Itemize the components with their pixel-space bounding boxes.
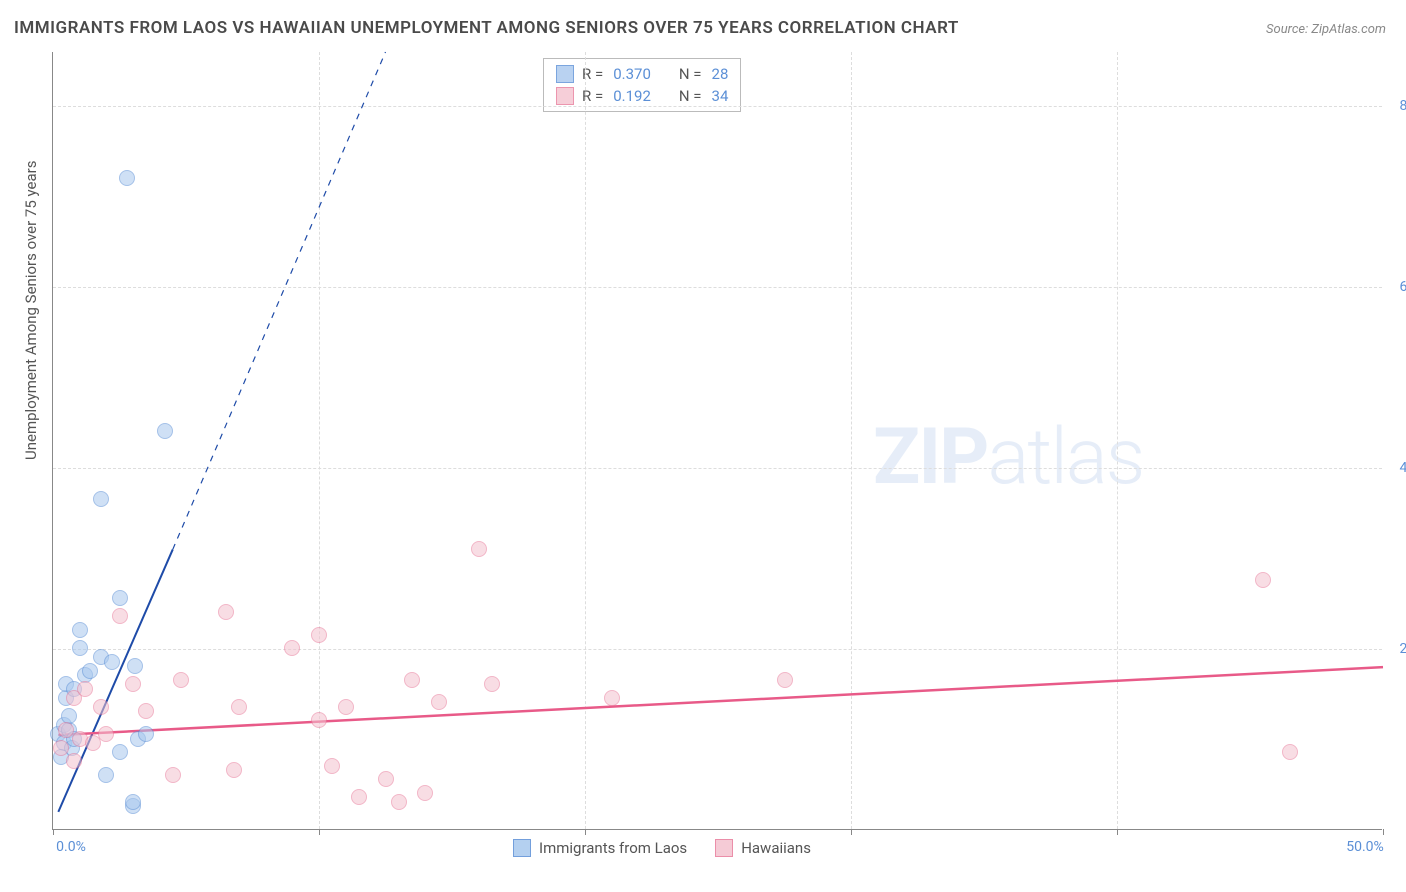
x-tick-mark [1383, 829, 1384, 835]
scatter-point [93, 699, 109, 715]
x-tick-label: 50.0% [1346, 839, 1384, 855]
watermark-logo: ZIPatlas [873, 412, 1143, 503]
scatter-point [72, 640, 88, 656]
gridline-vertical [851, 52, 852, 829]
scatter-point [112, 590, 128, 606]
scatter-point [104, 654, 120, 670]
scatter-point [138, 726, 154, 742]
legend-swatch [556, 87, 574, 105]
gridline-horizontal [53, 649, 1382, 650]
scatter-point [127, 658, 143, 674]
series-legend: Immigrants from Laos Hawaiians [513, 839, 811, 857]
scatter-point [66, 753, 82, 769]
scatter-point [378, 771, 394, 787]
legend-n-label: N = [679, 65, 702, 83]
gridline-vertical [1117, 52, 1118, 829]
x-tick-mark [319, 829, 320, 835]
scatter-point [98, 767, 114, 783]
source-attribution: Source: ZipAtlas.com [1266, 22, 1386, 37]
scatter-point [173, 672, 189, 688]
scatter-point [311, 712, 327, 728]
scatter-point [391, 794, 407, 810]
scatter-point [119, 170, 135, 186]
legend-correlation-row: R =0.192N =34 [556, 85, 728, 107]
trend-lines-svg [53, 52, 1383, 830]
scatter-point [125, 676, 141, 692]
gridline-horizontal [53, 106, 1382, 107]
legend-series-item: Hawaiians [715, 839, 811, 857]
scatter-point [218, 604, 234, 620]
y-tick-label: 80.0% [1399, 98, 1406, 114]
scatter-point [311, 627, 327, 643]
legend-r-value: 0.370 [613, 65, 651, 83]
scatter-point [231, 699, 247, 715]
y-tick-label: 40.0% [1399, 460, 1406, 476]
chart-title: IMMIGRANTS FROM LAOS VS HAWAIIAN UNEMPLO… [14, 18, 959, 38]
scatter-point [431, 694, 447, 710]
scatter-point [471, 541, 487, 557]
scatter-point [404, 672, 420, 688]
legend-correlation-row: R =0.370N =28 [556, 63, 728, 85]
scatter-point [417, 785, 433, 801]
scatter-point [112, 608, 128, 624]
scatter-point [226, 762, 242, 778]
chart-plot-area: ZIPatlas R =0.370N =28R =0.192N =34 Immi… [52, 52, 1382, 830]
scatter-point [165, 767, 181, 783]
x-tick-mark [851, 829, 852, 835]
scatter-point [351, 789, 367, 805]
scatter-point [77, 681, 93, 697]
legend-n-value: 28 [712, 65, 729, 83]
scatter-point [93, 491, 109, 507]
legend-swatch [556, 65, 574, 83]
gridline-horizontal [53, 468, 1382, 469]
x-tick-label: 0.0% [56, 839, 86, 855]
legend-r-value: 0.192 [613, 87, 651, 105]
gridline-horizontal [53, 287, 1382, 288]
scatter-point [324, 758, 340, 774]
x-tick-mark [585, 829, 586, 835]
scatter-point [777, 672, 793, 688]
scatter-point [604, 690, 620, 706]
scatter-point [98, 726, 114, 742]
legend-swatch [715, 839, 733, 857]
scatter-point [72, 622, 88, 638]
correlation-legend: R =0.370N =28R =0.192N =34 [543, 58, 741, 112]
legend-n-value: 34 [712, 87, 729, 105]
x-tick-mark [53, 829, 54, 835]
legend-n-label: N = [679, 87, 702, 105]
scatter-point [82, 663, 98, 679]
legend-series-label: Hawaiians [741, 839, 811, 857]
gridline-vertical [585, 52, 586, 829]
scatter-point [138, 703, 154, 719]
legend-swatch [513, 839, 531, 857]
y-axis-title: Unemployment Among Seniors over 75 years [22, 161, 40, 460]
legend-series-item: Immigrants from Laos [513, 839, 687, 857]
scatter-point [53, 740, 69, 756]
scatter-point [157, 423, 173, 439]
scatter-point [484, 676, 500, 692]
y-tick-label: 60.0% [1399, 279, 1406, 295]
scatter-point [284, 640, 300, 656]
x-tick-mark [1117, 829, 1118, 835]
legend-series-label: Immigrants from Laos [539, 839, 687, 857]
scatter-point [1255, 572, 1271, 588]
scatter-point [125, 794, 141, 810]
y-tick-label: 20.0% [1399, 641, 1406, 657]
scatter-point [1282, 744, 1298, 760]
scatter-point [338, 699, 354, 715]
scatter-point [112, 744, 128, 760]
